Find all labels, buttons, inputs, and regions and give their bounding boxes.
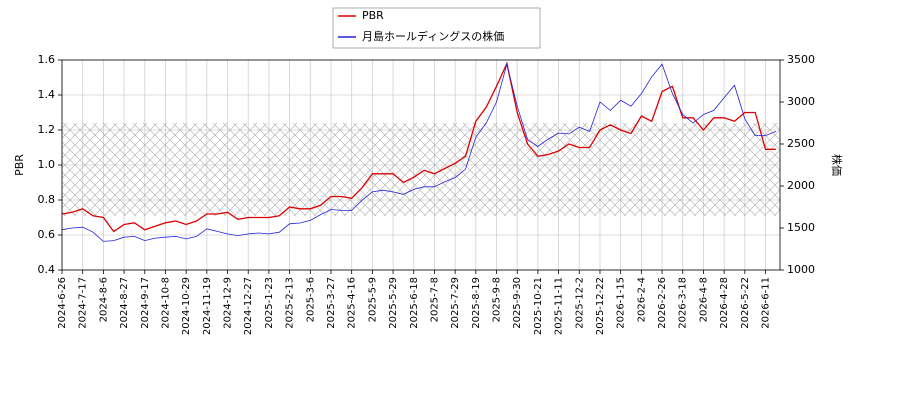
- x-tick-label: 2025-5-9: [367, 277, 378, 322]
- legend-label: 月島ホールディングスの株価: [362, 29, 504, 43]
- x-tick-label: 2025-10-21: [533, 277, 544, 335]
- series-line: [61, 61, 776, 233]
- marks: [61, 61, 780, 242]
- legend-label: PBR: [362, 9, 384, 22]
- x-tick-label: 2025-7-8: [429, 277, 440, 322]
- x-tick-label: 2026-1-15: [616, 277, 627, 329]
- y2-tick-label: 3500: [787, 53, 815, 66]
- band: [62, 123, 780, 216]
- x-tick-label: 2024-6-26: [57, 277, 68, 329]
- y2-tick-label: 1000: [787, 263, 815, 276]
- series-line: [61, 62, 777, 242]
- x-tick-label: 2025-3-27: [326, 277, 337, 329]
- x-tick-label: 2025-4-16: [347, 277, 358, 329]
- legend: [332, 7, 541, 49]
- x-tick-label: 2026-5-22: [740, 277, 751, 329]
- x-tick-label: 2024-9-17: [140, 277, 151, 329]
- x-tick-label: 2025-12-2: [574, 277, 585, 329]
- x-tick-label: 2025-9-8: [492, 277, 503, 322]
- x-tick-label: 2025-9-30: [512, 277, 523, 329]
- y-tick-label: 1.4: [38, 88, 56, 101]
- x-tick-label: 2025-6-18: [409, 277, 420, 329]
- x-tick-label: 2024-10-8: [160, 277, 171, 329]
- x-tick-label: 2026-2-26: [657, 277, 668, 329]
- x-tick-label: 2026-2-4: [636, 277, 647, 322]
- x-tick-label: 2025-11-11: [554, 277, 565, 335]
- y-axis-label: PBR: [13, 154, 26, 176]
- x-tick-label: 2025-7-29: [450, 277, 461, 329]
- x-tick-label: 2025-1-23: [264, 277, 275, 329]
- x-tick-label: 2025-12-22: [595, 277, 606, 335]
- y-tick-label: 1.6: [38, 53, 56, 66]
- y-tick-label: 1.0: [38, 158, 56, 171]
- y2-tick-label: 3000: [787, 95, 815, 108]
- x-tick-label: 2024-8-27: [119, 277, 130, 329]
- x-tick-label: 2024-7-17: [78, 277, 89, 329]
- y2-tick-label: 2000: [787, 179, 815, 192]
- y-tick-label: 0.4: [38, 263, 56, 276]
- y2-axis-label: 株価: [830, 154, 844, 176]
- x-tick-label: 2025-2-13: [285, 277, 296, 329]
- y-tick-label: 0.8: [38, 193, 56, 206]
- x-tick-label: 2024-12-9: [223, 277, 234, 329]
- y2-tick-label: 1500: [787, 221, 815, 234]
- x-tick-label: 2026-3-18: [678, 277, 689, 329]
- x-tick-label: 2024-8-6: [98, 277, 109, 322]
- x-tick-label: 2024-10-29: [181, 277, 192, 335]
- x-tick-label: 2025-3-6: [305, 277, 316, 322]
- x-tick-label: 2024-11-19: [202, 277, 213, 335]
- y2-tick-label: 2500: [787, 137, 815, 150]
- x-tick-label: 2025-8-19: [471, 277, 482, 329]
- x-tick-label: 2026-6-11: [761, 277, 772, 329]
- x-tick-label: 2026-4-28: [719, 277, 730, 329]
- y-tick-label: 0.6: [38, 228, 56, 241]
- y-tick-label: 1.2: [38, 123, 56, 136]
- x-tick-label: 2024-12-27: [243, 277, 254, 335]
- x-tick-label: 2025-5-29: [388, 277, 399, 329]
- x-tick-label: 2026-4-8: [698, 277, 709, 322]
